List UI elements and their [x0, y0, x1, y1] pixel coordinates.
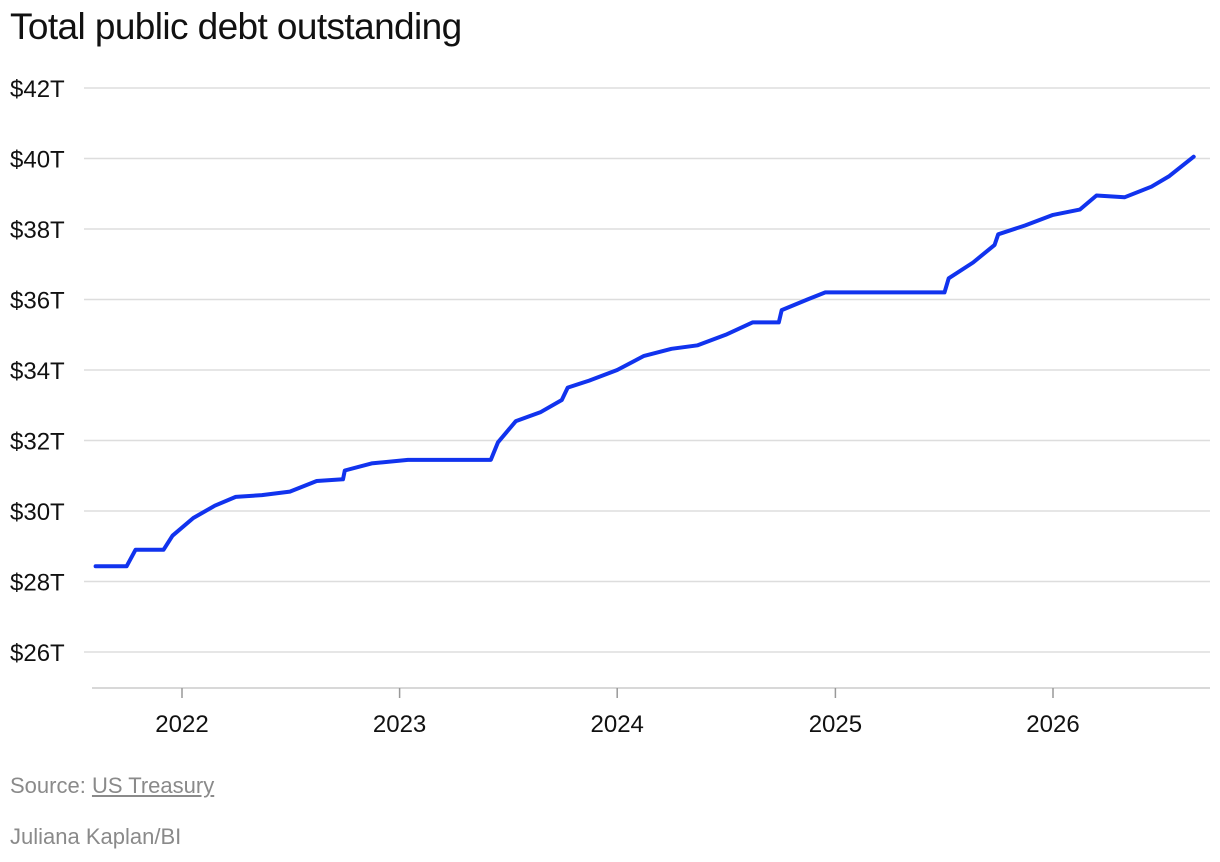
y-tick-label: $38T — [10, 217, 65, 244]
y-tick-label: $26T — [10, 640, 65, 667]
source-label: Source: — [10, 773, 86, 798]
y-tick-label: $42T — [10, 76, 65, 103]
y-tick-label: $32T — [10, 429, 65, 456]
x-tick-label: 2025 — [809, 711, 862, 738]
source-link[interactable]: US Treasury — [91, 773, 215, 798]
grid — [84, 87, 1210, 653]
x-axis: 2022 2023 2024 2025 2026 — [92, 687, 1210, 738]
x-tick-label: 2026 — [1026, 711, 1079, 738]
source-note: Source: US Treasury — [10, 773, 214, 799]
series-layer — [93, 154, 1196, 569]
debt-series-line — [93, 154, 1196, 569]
y-axis: $42T $40T $38T $36T $34T $32T $30T $28T $26T — [10, 76, 65, 667]
y-tick-label: $40T — [10, 147, 65, 174]
y-tick-label: $30T — [10, 499, 65, 526]
x-tick-label: 2024 — [591, 711, 644, 738]
y-tick-label: $34T — [10, 358, 65, 385]
x-tick-label: 2022 — [155, 711, 208, 738]
x-tick-label: 2023 — [373, 711, 426, 738]
y-tick-label: $36T — [10, 288, 65, 315]
y-tick-label: $28T — [10, 570, 65, 597]
chart-title: Total public debt outstanding — [10, 6, 462, 47]
credit-line: Juliana Kaplan/BI — [10, 824, 182, 849]
